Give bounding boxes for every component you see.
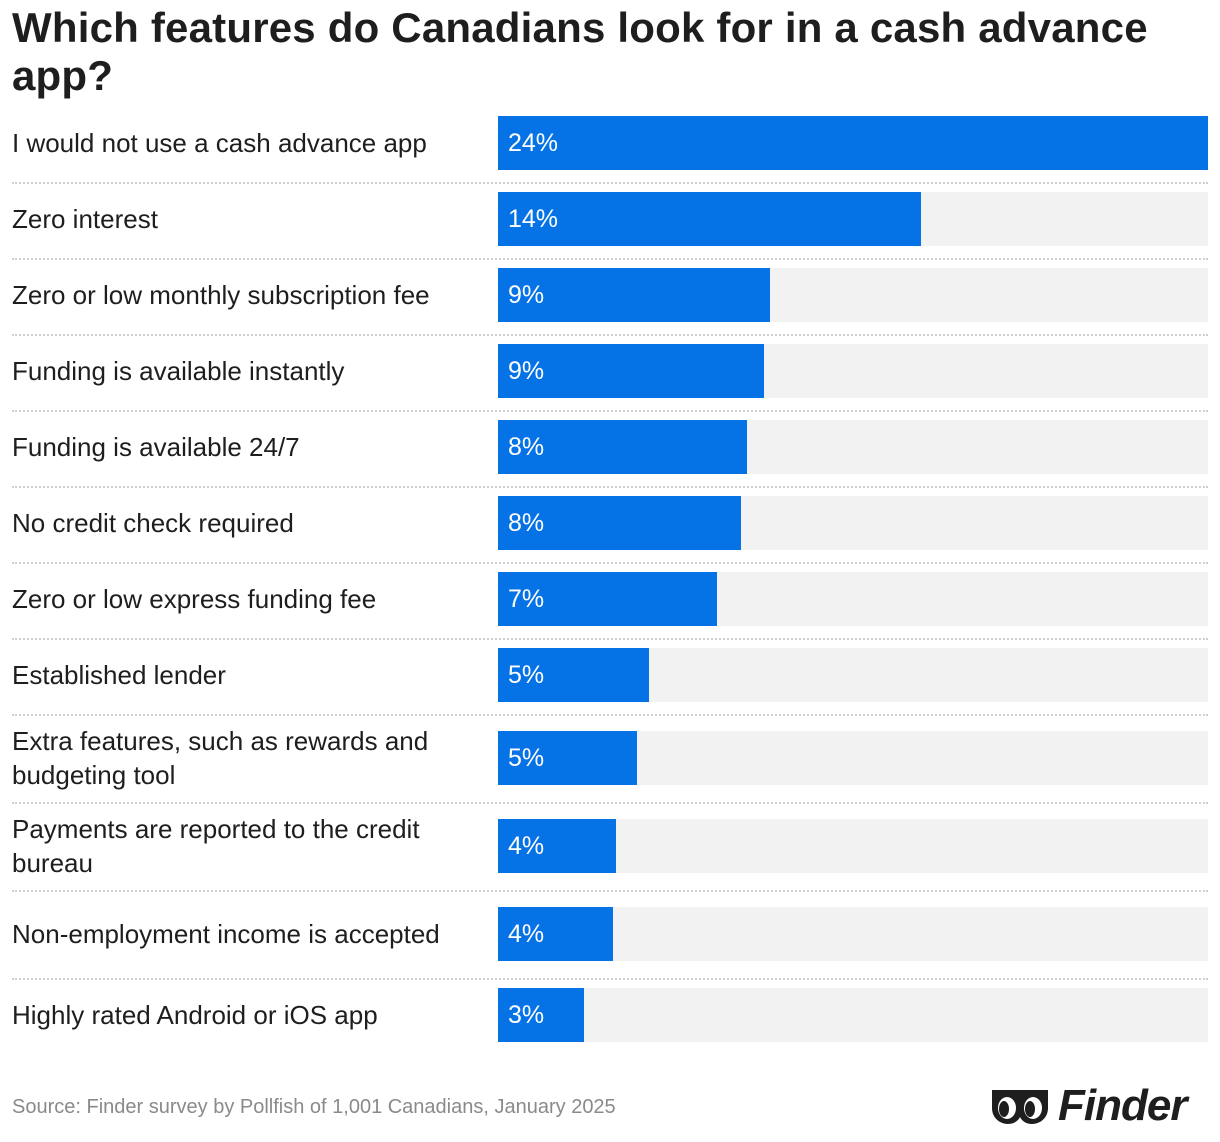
bar-row: Payments are reported to the credit bure… [12, 812, 1208, 900]
row-separator [12, 334, 1208, 336]
category-label: I would not use a cash advance app [12, 128, 427, 158]
category-label: Funding is available instantly [12, 356, 345, 386]
category-label: Highly rated Android or iOS app [12, 1000, 378, 1030]
bar [498, 819, 616, 873]
category-label: Zero or low express funding fee [12, 584, 377, 614]
finder-logo[interactable]: Finder [990, 1081, 1187, 1130]
bar [498, 988, 584, 1042]
bar-value-label: 4% [508, 832, 545, 860]
bar [498, 907, 613, 961]
row-separator [12, 978, 1208, 980]
bar-value-label: 14% [508, 205, 559, 233]
bar-value-label: 3% [508, 1001, 545, 1029]
category-label: Payments are reported to the credit bure… [12, 814, 420, 878]
bar-value-label: 5% [508, 744, 545, 772]
row-separator [12, 486, 1208, 488]
category-label: Zero interest [12, 204, 158, 234]
category-label: Funding is available 24/7 [12, 432, 300, 462]
bar-value-label: 7% [508, 585, 545, 613]
bar-track: 8% [498, 496, 1208, 550]
bar-value-label: 9% [508, 281, 545, 309]
bar-track: 9% [498, 344, 1208, 398]
bar-row: Zero or low monthly subscription fee 9% [12, 268, 1208, 344]
bar [498, 116, 1208, 170]
category-label: Established lender [12, 660, 226, 690]
row-separator [12, 802, 1208, 804]
bar [498, 731, 637, 785]
bar [498, 344, 764, 398]
category-label: Zero or low monthly subscription fee [12, 280, 430, 310]
bar-track: 8% [498, 420, 1208, 474]
bar-track: 5% [498, 731, 1208, 785]
bar-row: Funding is available 24/7 8% [12, 420, 1208, 496]
finder-wordmark: Finder [1058, 1081, 1187, 1130]
bar-value-label: 24% [508, 129, 559, 157]
row-separator [12, 890, 1208, 892]
bar-row: Zero interest 14% [12, 192, 1208, 268]
bar-track: 7% [498, 572, 1208, 626]
row-separator [12, 410, 1208, 412]
bar-row: No credit check required 8% [12, 496, 1208, 572]
bar-track: 3% [498, 988, 1208, 1042]
bar-track: 14% [498, 192, 1208, 246]
bar-track: 4% [498, 907, 1208, 961]
bar-row: Established lender 5% [12, 648, 1208, 724]
row-separator [12, 182, 1208, 184]
bar-value-label: 5% [508, 661, 545, 689]
bar-row: Highly rated Android or iOS app 3% [12, 988, 1208, 1064]
bar-track: 4% [498, 819, 1208, 873]
bar-track: 5% [498, 648, 1208, 702]
row-separator [12, 258, 1208, 260]
bar [498, 192, 921, 246]
finder-eyes-icon [992, 1090, 1048, 1124]
bar [498, 268, 770, 322]
bar [498, 572, 717, 626]
source-note: Source: Finder survey by Pollfish of 1,0… [12, 1096, 616, 1118]
bar-row: Zero or low express funding fee 7% [12, 572, 1208, 648]
bar-value-label: 4% [508, 920, 545, 948]
chart-title: Which features do Canadians look for in … [12, 4, 1148, 99]
bar-value-label: 8% [508, 509, 545, 537]
bar [498, 496, 741, 550]
bar-value-label: 8% [508, 433, 545, 461]
bar-row: Extra features, such as rewards and budg… [12, 724, 1208, 812]
bar-row: Funding is available instantly 9% [12, 344, 1208, 420]
bar-track: 24% [498, 116, 1208, 170]
bar-row: I would not use a cash advance app 24% [12, 116, 1208, 192]
row-separator [12, 714, 1208, 716]
bar-value-label: 9% [508, 357, 545, 385]
row-separator [12, 638, 1208, 640]
bar [498, 648, 649, 702]
category-label: Non-employment income is accepted [12, 919, 440, 949]
category-label: Extra features, such as rewards and budg… [12, 726, 429, 790]
row-separator [12, 562, 1208, 564]
category-label: No credit check required [12, 508, 294, 538]
bar-row: Non-employment income is accepted 4% [12, 900, 1208, 988]
bar-track: 9% [498, 268, 1208, 322]
bar [498, 420, 747, 474]
